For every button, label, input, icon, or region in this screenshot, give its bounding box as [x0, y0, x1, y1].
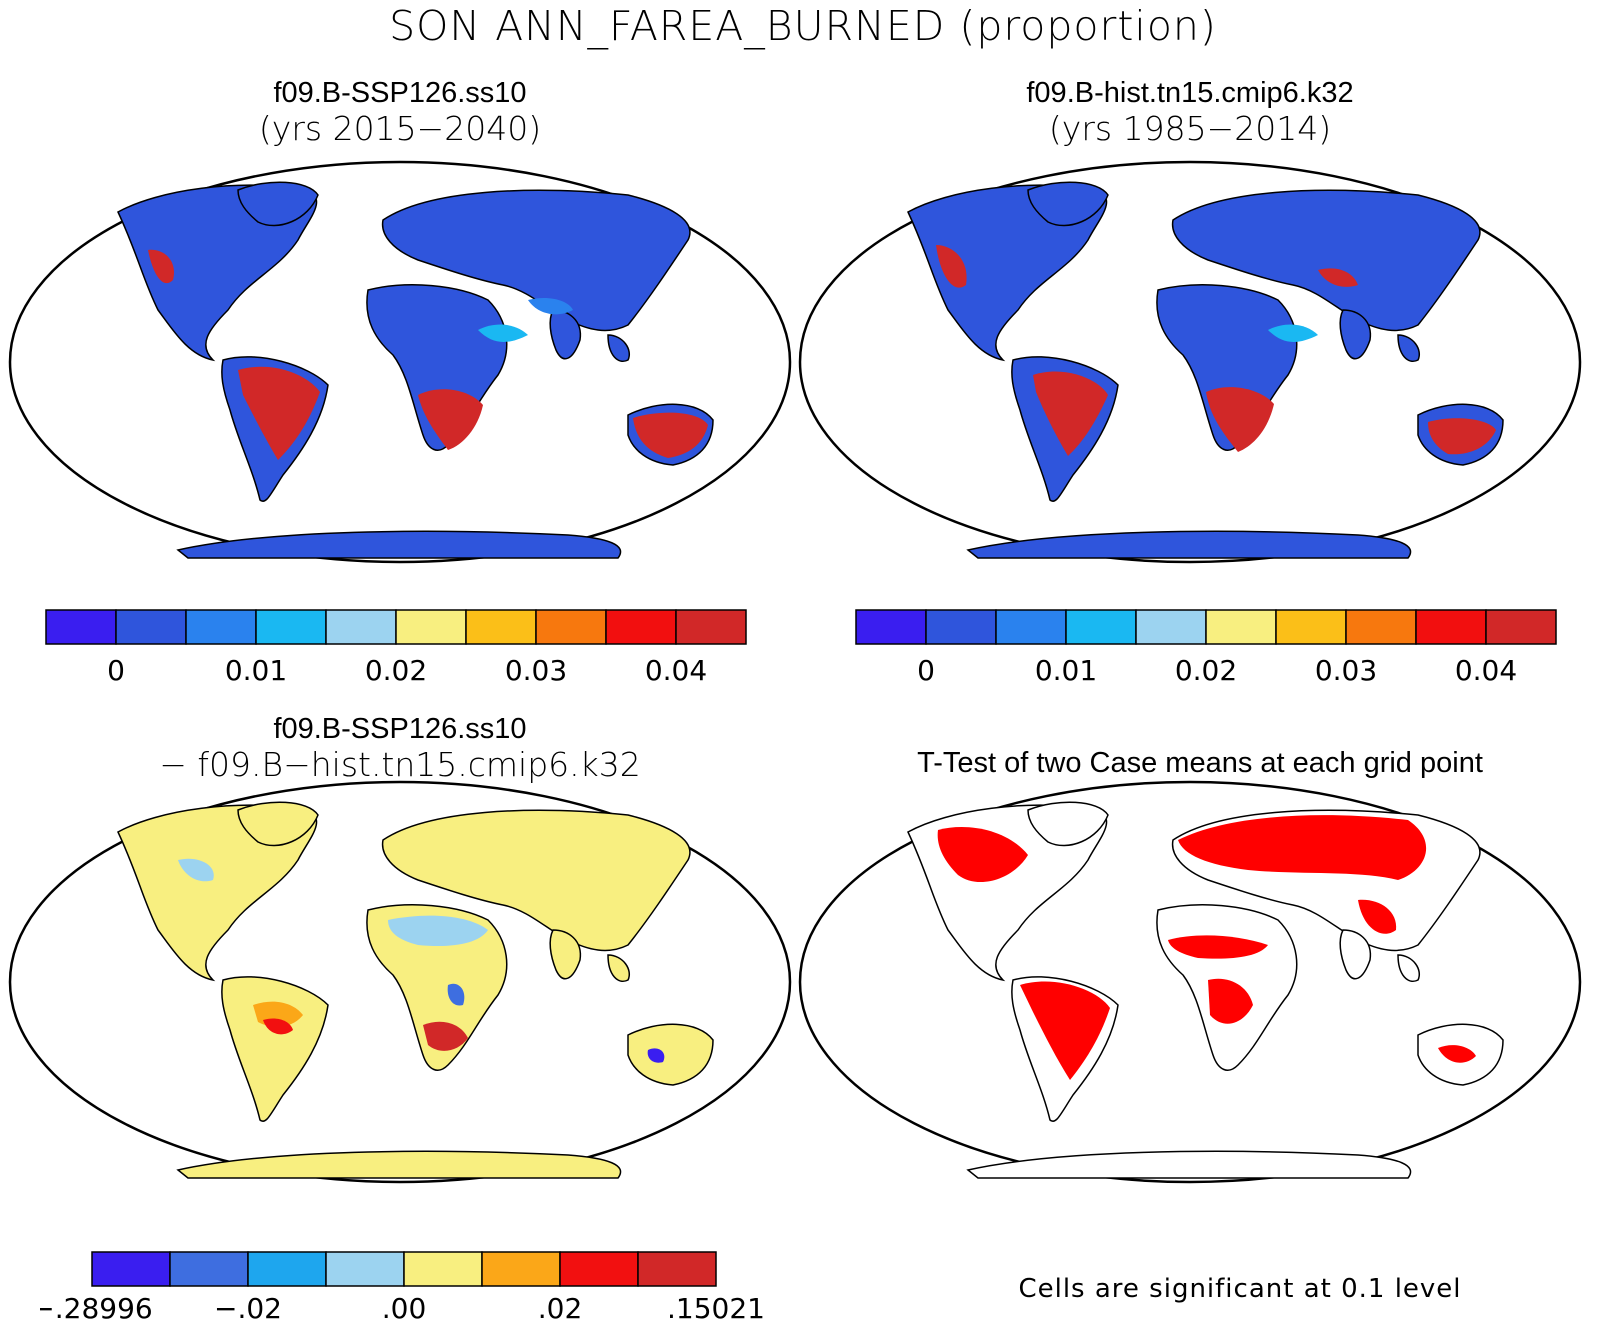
colorbar-tick-label: .00 — [382, 1292, 427, 1323]
colorbar-swatch — [535, 609, 607, 645]
significance-note: Cells are significant at 0.1 level — [1018, 1274, 1462, 1304]
colorbar-swatch — [325, 1251, 405, 1287]
colorbar-swatch — [1205, 609, 1277, 645]
colorbar-tick-label: .02 — [538, 1292, 583, 1323]
panel-title-bottom-right: T-Test of two Case means at each grid po… — [917, 747, 1483, 779]
colorbar-swatch — [1065, 609, 1137, 645]
colorbar-tick-label: 0.01 — [225, 654, 287, 687]
colorbar-tick-label: 0 — [917, 654, 935, 687]
colorbar-tick-label: 0.02 — [365, 654, 427, 687]
difference-subtitle: − f09.B−hist.tn15.cmip6.k32 — [159, 745, 641, 785]
colorbar-swatch — [185, 609, 257, 645]
colorbar-tick-label: −.28996 — [40, 1292, 153, 1323]
case-name: f09.B-SSP126.ss10 — [273, 77, 527, 109]
colorbar-swatch — [855, 609, 927, 645]
colorbar-swatch — [395, 609, 467, 645]
colorbar-top-left: 0 0.01 0.02 0.03 0.04 — [45, 609, 747, 687]
panel-title-bottom-left: f09.B-SSP126.ss10 − f09.B−hist.tn15.cmip… — [20, 712, 780, 785]
colorbar-swatch — [115, 609, 187, 645]
colorbar-swatch — [45, 609, 117, 645]
colorbar-swatch — [1415, 609, 1487, 645]
colorbar-tick-label: .15021 — [667, 1292, 765, 1323]
colorbar-swatch — [995, 609, 1067, 645]
colorbar-tick-label: 0.02 — [1175, 654, 1237, 687]
colorbar-swatch — [169, 1251, 249, 1287]
year-range: (yrs 1985−2014) — [1048, 109, 1332, 149]
colorbar-swatch — [605, 609, 677, 645]
colorbar-swatch — [1135, 609, 1207, 645]
figure-title: SON ANN_FAREA_BURNED (proportion) — [389, 2, 1217, 50]
year-range: (yrs 2015−2040) — [258, 109, 542, 149]
colorbar-swatch — [91, 1251, 171, 1287]
colorbar-swatch — [925, 609, 997, 645]
case-name: f09.B-SSP126.ss10 — [273, 713, 527, 745]
map-bottom-left — [8, 780, 792, 1184]
colorbar-swatch — [559, 1251, 639, 1287]
colorbar-top-right: 0 0.01 0.02 0.03 0.04 — [855, 609, 1557, 687]
colorbar-tick-label: −.02 — [214, 1292, 282, 1323]
case-name: f09.B-hist.tn15.cmip6.k32 — [1026, 77, 1354, 109]
map-top-right — [798, 160, 1582, 564]
colorbar-tick-label: 0.04 — [1455, 654, 1517, 687]
colorbar-tick-label: 0.04 — [645, 654, 707, 687]
colorbar-tick-label: 0.03 — [1315, 654, 1377, 687]
colorbar-tick-label: 0 — [107, 654, 125, 687]
colorbar-swatch — [1345, 609, 1417, 645]
colorbar-difference: −.28996 −.02 .00 .02 .15021 — [40, 1251, 765, 1323]
colorbar-swatch — [675, 609, 747, 645]
map-top-left — [8, 160, 792, 564]
colorbar-swatch — [465, 609, 537, 645]
colorbar-swatch — [255, 609, 327, 645]
colorbar-swatch — [403, 1251, 483, 1287]
colorbar-tick-label: 0.03 — [505, 654, 567, 687]
colorbar-swatch — [247, 1251, 327, 1287]
colorbar-swatch — [1275, 609, 1347, 645]
colorbar-swatch — [637, 1251, 717, 1287]
panel-title-top-right: f09.B-hist.tn15.cmip6.k32 (yrs 1985−2014… — [830, 76, 1550, 149]
colorbar-swatch — [481, 1251, 561, 1287]
map-bottom-right — [798, 780, 1582, 1184]
colorbar-swatch — [325, 609, 397, 645]
colorbar-swatch — [1485, 609, 1557, 645]
panel-title-top-left: f09.B-SSP126.ss10 (yrs 2015−2040) — [40, 76, 760, 149]
colorbar-tick-label: 0.01 — [1035, 654, 1097, 687]
